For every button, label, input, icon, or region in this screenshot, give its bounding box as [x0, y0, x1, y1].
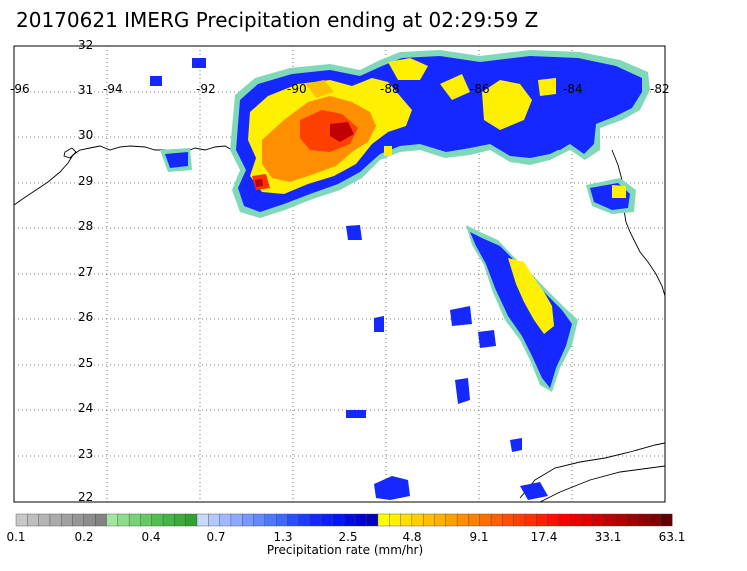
lon-label-86: -86	[470, 82, 490, 96]
colorbar-swatch	[389, 513, 402, 527]
colorbar-tick-label: 0.7	[206, 530, 226, 544]
colorbar-swatch	[309, 513, 322, 527]
colorbar-tick-label: 1.3	[273, 530, 293, 544]
colorbar-swatch	[287, 513, 300, 527]
lat-label-24: 24	[78, 401, 94, 415]
colorbar-swatch	[570, 513, 583, 527]
colorbar-swatch	[219, 513, 232, 527]
colorbar-swatch	[649, 513, 662, 527]
colorbar-swatch	[321, 513, 334, 527]
colorbar-swatch	[140, 513, 153, 527]
colorbar-swatch	[61, 513, 74, 527]
colorbar-swatch	[83, 513, 96, 527]
colorbar-tick-label: 17.4	[530, 530, 558, 544]
colorbar-swatch	[479, 513, 492, 527]
colorbar-swatch	[38, 513, 51, 527]
colorbar-tick-label: 9.1	[469, 530, 489, 544]
lat-label-29: 29	[78, 174, 94, 188]
lon-label-82: -82	[650, 82, 670, 96]
colorbar-swatch	[162, 513, 175, 527]
colorbar-title: Precipitation rate (mm/hr)	[266, 543, 424, 557]
colorbar-swatch	[128, 513, 141, 527]
colorbar-swatch	[174, 513, 187, 527]
lon-label-90: -90	[287, 82, 307, 96]
colorbar-swatch	[513, 513, 526, 527]
colorbar-swatch	[660, 513, 673, 527]
coastline	[13, 145, 666, 503]
colorbar-swatch	[422, 513, 435, 527]
colorbar-swatch	[445, 513, 458, 527]
lat-label-22: 22	[78, 490, 94, 504]
colorbar-swatch	[592, 513, 605, 527]
colorbar-swatch	[185, 513, 198, 527]
colorbar-swatch	[298, 513, 311, 527]
colorbar-swatch	[117, 513, 130, 527]
colorbar-swatch	[558, 513, 571, 527]
colorbar-swatch	[106, 513, 119, 527]
colorbar-swatch	[536, 513, 549, 527]
colorbar-tick-label: 63.1	[658, 530, 686, 544]
colorbar-swatch	[400, 513, 413, 527]
lon-label-84: -84	[563, 82, 583, 96]
colorbar-swatch	[275, 513, 288, 527]
lat-label-26: 26	[78, 310, 94, 324]
colorbar-swatch	[253, 513, 266, 527]
lon-label-92: -92	[196, 82, 216, 96]
colorbar-swatch	[343, 513, 356, 527]
colorbar-swatch	[15, 513, 28, 527]
colorbar-swatch	[366, 513, 379, 527]
colorbar-swatch	[637, 513, 650, 527]
colorbar-swatch	[332, 513, 345, 527]
colorbar-swatch	[377, 513, 390, 527]
lat-label-32: 32	[78, 38, 94, 52]
colorbar-tick-label: 0.1	[6, 530, 26, 544]
colorbar-tick-label: 0.4	[141, 530, 161, 544]
colorbar-tick-label: 0.2	[74, 530, 94, 544]
colorbar	[15, 513, 673, 527]
lon-label-88: -88	[380, 82, 400, 96]
colorbar-swatch	[547, 513, 560, 527]
map-title: 20170621 IMERG Precipitation ending at 0…	[16, 8, 539, 32]
colorbar-swatch	[468, 513, 481, 527]
lat-label-27: 27	[78, 265, 94, 279]
colorbar-swatch	[434, 513, 447, 527]
colorbar-swatch	[264, 513, 277, 527]
colorbar-swatch	[49, 513, 62, 527]
lon-label-94: -94	[103, 82, 123, 96]
lon-label-96: -96	[10, 82, 30, 96]
colorbar-swatch	[230, 513, 243, 527]
colorbar-swatch	[626, 513, 639, 527]
colorbar-swatch	[456, 513, 469, 527]
lat-label-28: 28	[78, 219, 94, 233]
lat-label-30: 30	[78, 128, 94, 142]
precipitation-fields	[150, 50, 650, 500]
colorbar-swatch	[27, 513, 40, 527]
colorbar-swatch	[242, 513, 255, 527]
colorbar-swatch	[94, 513, 107, 527]
colorbar-swatch	[411, 513, 424, 527]
colorbar-tick-label: 4.8	[402, 530, 422, 544]
colorbar-swatch	[615, 513, 628, 527]
colorbar-tick-label: 2.5	[338, 530, 358, 544]
colorbar-swatch	[72, 513, 85, 527]
colorbar-swatch	[490, 513, 503, 527]
lat-label-31: 31	[78, 83, 94, 97]
colorbar-swatch	[502, 513, 515, 527]
colorbar-swatch	[603, 513, 616, 527]
colorbar-swatch	[196, 513, 209, 527]
lat-label-23: 23	[78, 447, 94, 461]
colorbar-swatch	[355, 513, 368, 527]
lat-label-25: 25	[78, 356, 94, 370]
colorbar-swatch	[208, 513, 221, 527]
colorbar-swatch	[581, 513, 594, 527]
colorbar-swatch	[524, 513, 537, 527]
colorbar-tick-label: 33.1	[594, 530, 622, 544]
colorbar-swatch	[151, 513, 164, 527]
